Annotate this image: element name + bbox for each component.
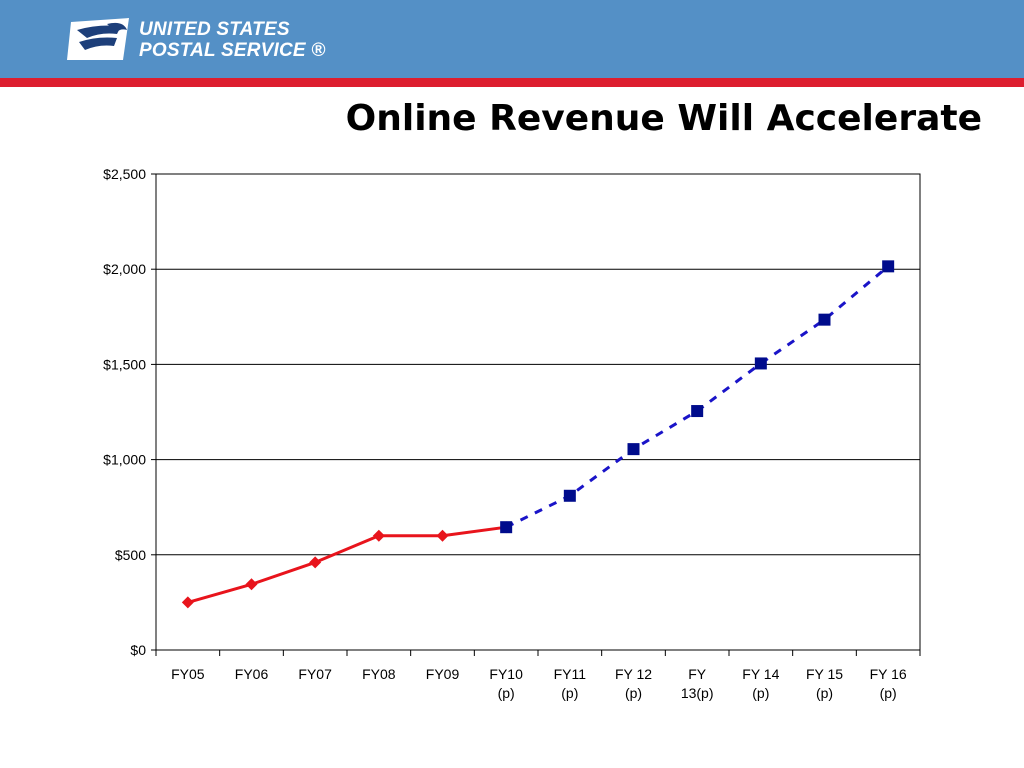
series-line-1 (187, 525, 507, 604)
x-tick-label: FY10 (489, 666, 523, 682)
data-point-diamond (436, 529, 449, 542)
header-band (0, 0, 1024, 78)
y-tick-label: $2,000 (103, 261, 146, 277)
data-point-diamond (309, 556, 322, 569)
data-point-square (754, 357, 767, 370)
x-tick-label: 13(p) (681, 685, 714, 701)
data-point-square (627, 443, 640, 456)
data-point-square (818, 313, 831, 326)
data-point-square (691, 405, 704, 418)
x-tick-label: (p) (816, 685, 833, 701)
logo-text-line1: UNITED STATES (139, 19, 290, 40)
x-tick-label: FY 16 (870, 666, 907, 682)
x-tick-label: FY09 (426, 666, 460, 682)
data-point-diamond (372, 529, 385, 542)
data-point-diamond (181, 596, 194, 609)
x-tick-label: FY 14 (742, 666, 779, 682)
x-tick-label: (p) (625, 685, 642, 701)
page-title: Online Revenue Will Accelerate (345, 98, 982, 139)
series-line-2 (505, 265, 890, 529)
x-tick-label: (p) (752, 685, 769, 701)
logo-text-line2-main: POSTAL SERVICE (139, 40, 306, 61)
x-tick-label: FY11 (554, 666, 587, 682)
y-tick-label: $1,000 (103, 452, 146, 468)
x-tick-label: FY07 (298, 666, 332, 682)
y-tick-label: $500 (115, 547, 146, 563)
logo-text-line2: POSTAL SERVICE ® (139, 40, 325, 62)
data-point-square (882, 260, 895, 273)
registered-mark: ® (311, 40, 326, 61)
y-tick-label: $1,500 (103, 356, 146, 372)
data-point-diamond (245, 578, 258, 591)
y-tick-label: $0 (130, 642, 146, 658)
data-point-square (563, 489, 576, 502)
eagle-icon (67, 18, 129, 60)
x-tick-label: (p) (880, 685, 897, 701)
x-tick-label: FY08 (362, 666, 396, 682)
data-point-square (500, 521, 513, 534)
header-stripe (0, 78, 1024, 87)
y-tick-label: $2,500 (103, 166, 146, 182)
x-tick-label: FY06 (235, 666, 269, 682)
x-tick-label: FY05 (171, 666, 205, 682)
usps-logo: UNITED STATES POSTAL SERVICE ® (67, 16, 327, 66)
x-tick-label: FY 12 (615, 666, 652, 682)
x-tick-label: FY 15 (806, 666, 843, 682)
x-tick-label: (p) (561, 685, 578, 701)
x-tick-label: FY (688, 666, 707, 682)
x-tick-label: (p) (498, 685, 515, 701)
